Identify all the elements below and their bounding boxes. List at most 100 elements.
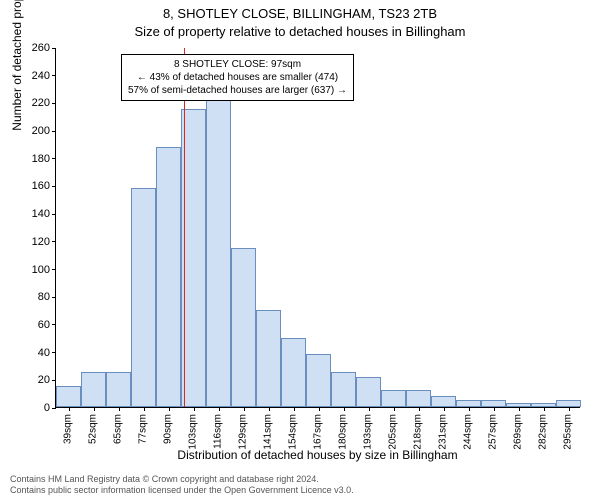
histogram-bar <box>481 400 506 407</box>
histogram-bar <box>106 372 131 407</box>
histogram-bar <box>156 147 181 407</box>
x-tick-label: 193sqm <box>362 414 373 450</box>
x-tick-label: 129sqm <box>237 414 248 450</box>
annotation-line: 57% of semi-detached houses are larger (… <box>128 84 347 97</box>
x-tick-label: 116sqm <box>212 414 223 449</box>
x-tick <box>244 407 245 411</box>
x-tick <box>94 407 95 411</box>
y-tick-label: 80 <box>10 291 50 303</box>
x-tick-label: 180sqm <box>337 414 348 450</box>
x-tick-label: 52sqm <box>87 414 98 444</box>
x-tick <box>69 407 70 411</box>
histogram-bar <box>456 400 481 407</box>
histogram-bar <box>131 188 156 407</box>
histogram-bar <box>56 386 81 407</box>
y-tick <box>52 324 56 325</box>
y-tick-label: 120 <box>10 236 50 248</box>
y-tick-label: 240 <box>10 70 50 82</box>
y-tick-label: 20 <box>10 374 50 386</box>
x-tick-label: 103sqm <box>187 414 198 450</box>
x-tick-label: 205sqm <box>387 414 398 450</box>
y-tick <box>52 214 56 215</box>
y-tick-label: 260 <box>10 42 50 54</box>
x-tick <box>194 407 195 411</box>
x-tick-label: 141sqm <box>262 414 273 450</box>
x-tick-label: 218sqm <box>412 414 423 450</box>
histogram-bar <box>81 372 106 407</box>
y-tick-label: 140 <box>10 208 50 220</box>
y-tick-label: 40 <box>10 347 50 359</box>
y-tick <box>52 75 56 76</box>
y-tick <box>52 241 56 242</box>
histogram-bar <box>331 372 356 407</box>
y-tick-label: 100 <box>10 264 50 276</box>
x-tick <box>319 407 320 411</box>
x-tick-label: 282sqm <box>537 414 548 450</box>
x-tick-label: 154sqm <box>287 414 298 450</box>
x-tick-label: 65sqm <box>112 414 123 444</box>
x-tick <box>544 407 545 411</box>
annotation-line: ← 43% of detached houses are smaller (47… <box>128 71 347 84</box>
y-tick-label: 160 <box>10 180 50 192</box>
x-tick <box>144 407 145 411</box>
reference-line <box>184 48 185 407</box>
histogram-bar <box>356 377 381 407</box>
page-title-line1: 8, SHOTLEY CLOSE, BILLINGHAM, TS23 2TB <box>0 6 600 21</box>
y-tick <box>52 380 56 381</box>
annotation-box: 8 SHOTLEY CLOSE: 97sqm← 43% of detached … <box>121 54 354 101</box>
x-tick <box>394 407 395 411</box>
x-tick <box>469 407 470 411</box>
y-tick <box>52 158 56 159</box>
y-tick-label: 220 <box>10 97 50 109</box>
y-tick <box>52 103 56 104</box>
page-title-line2: Size of property relative to detached ho… <box>0 24 600 39</box>
footer-line1: Contains HM Land Registry data © Crown c… <box>10 474 354 485</box>
histogram-bar <box>206 100 231 407</box>
histogram-bar <box>256 310 281 407</box>
histogram-plot: 8 SHOTLEY CLOSE: 97sqm← 43% of detached … <box>55 48 580 408</box>
x-tick-label: 269sqm <box>512 414 523 450</box>
y-tick <box>52 297 56 298</box>
x-tick <box>269 407 270 411</box>
y-tick-label: 200 <box>10 125 50 137</box>
footer-line2: Contains public sector information licen… <box>10 485 354 496</box>
y-tick <box>52 269 56 270</box>
x-axis-label: Distribution of detached houses by size … <box>55 448 580 462</box>
x-tick-label: 39sqm <box>62 414 73 444</box>
x-tick <box>369 407 370 411</box>
x-tick-label: 257sqm <box>487 414 498 450</box>
histogram-bar <box>281 338 306 407</box>
x-tick-label: 90sqm <box>162 414 173 444</box>
histogram-bar <box>406 390 431 407</box>
y-tick <box>52 408 56 409</box>
x-tick <box>294 407 295 411</box>
x-tick <box>519 407 520 411</box>
x-tick-label: 77sqm <box>137 414 148 444</box>
y-tick <box>52 186 56 187</box>
y-tick-label: 180 <box>10 153 50 165</box>
x-tick <box>119 407 120 411</box>
histogram-bar <box>381 390 406 407</box>
histogram-bar <box>181 109 206 407</box>
annotation-line: 8 SHOTLEY CLOSE: 97sqm <box>128 58 347 71</box>
histogram-bar <box>306 354 331 407</box>
x-tick <box>169 407 170 411</box>
x-tick-label: 231sqm <box>437 414 448 450</box>
y-tick-label: 60 <box>10 319 50 331</box>
y-tick <box>52 48 56 49</box>
x-tick <box>494 407 495 411</box>
x-tick <box>444 407 445 411</box>
y-axis-label: Number of detached properties <box>10 0 24 228</box>
histogram-bar <box>556 400 581 407</box>
x-tick <box>344 407 345 411</box>
x-tick <box>219 407 220 411</box>
histogram-bar <box>431 396 456 407</box>
x-tick-label: 244sqm <box>462 414 473 450</box>
histogram-bar <box>231 248 256 407</box>
x-tick <box>419 407 420 411</box>
y-tick <box>52 131 56 132</box>
x-tick-label: 295sqm <box>562 414 573 450</box>
x-tick <box>569 407 570 411</box>
y-tick <box>52 352 56 353</box>
y-tick-label: 0 <box>10 402 50 414</box>
